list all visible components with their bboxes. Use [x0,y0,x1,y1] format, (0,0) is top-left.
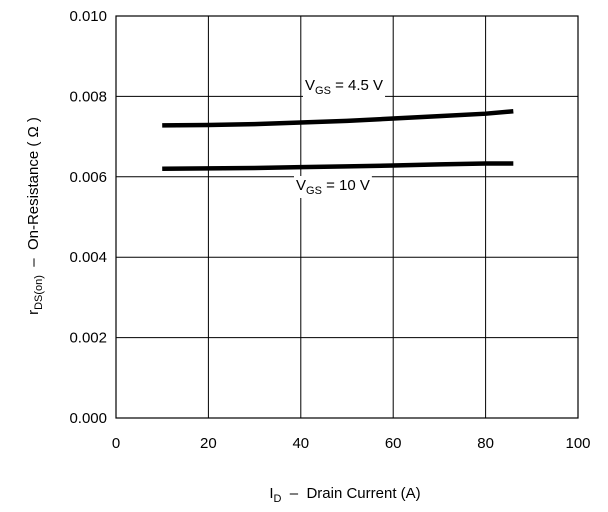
y-tick-label: 0.004 [69,249,107,266]
series-10v-label-main: V [296,177,306,194]
y-tick-label: 0.010 [69,8,107,25]
series-10v-label-bg [294,176,372,198]
series-labels: VGS = 4.5 V VGS = 10 V [294,76,386,198]
series-10v-label: VGS = 10 V [296,177,370,197]
series-4-5v-label-main: V [305,77,315,94]
series-4-5v-label-sub: GS [315,85,331,97]
y-axis-label: rDS(on) – On-Resistance ( Ω ) [25,117,45,315]
series-layer [162,109,514,172]
y-axis-label-sub: DS(on) [33,275,45,310]
series-10v-label-sub: GS [306,185,322,197]
x-tick-label: 40 [292,435,309,452]
x-axis-label-sub: D [274,493,282,505]
x-axis-label-main: I [269,485,273,502]
series-vgs-10v-line [162,161,514,172]
x-tick-label: 100 [565,435,590,452]
x-axis-label-rest: – Drain Current (A) [281,485,420,502]
y-axis-label-main: r [25,310,42,315]
series-4-5v-label: VGS = 4.5 V [305,77,383,97]
series-4-5v-label-rest: = 4.5 V [331,77,383,94]
x-tick-label: 60 [385,435,402,452]
x-tick-label: 0 [112,435,120,452]
y-tick-label: 0.002 [69,330,107,347]
x-tick-label: 20 [200,435,217,452]
y-tick-label: 0.008 [69,88,107,105]
series-10v-label-rest: = 10 V [322,177,370,194]
y-tick-label: 0.000 [69,410,107,427]
series-4-5v-label-bg [303,76,386,98]
x-tick-label: 80 [477,435,494,452]
y-tick-label: 0.006 [69,169,107,186]
series-vgs-4-5v-line [162,109,514,128]
x-axis-label: ID – Drain Current (A) [269,485,420,505]
y-axis-label-rest: – On-Resistance ( Ω ) [25,117,42,275]
tick-layer: 0 20 40 60 80 100 0.000 0.002 0.004 0.006 0.008 0.0… [69,8,590,452]
plot-frame [115,15,579,419]
